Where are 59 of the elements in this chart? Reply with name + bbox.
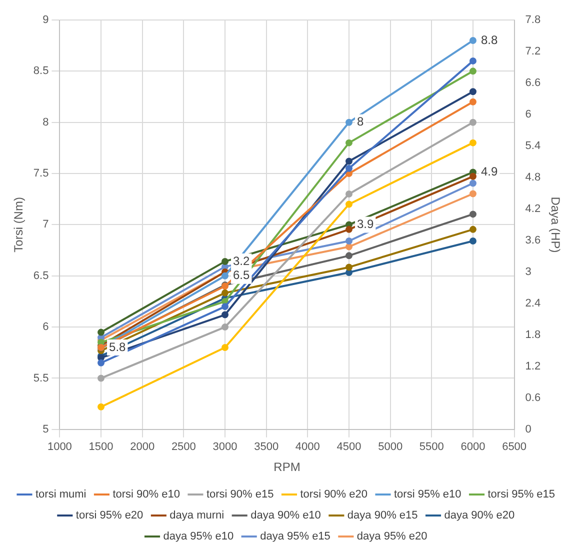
data-label: 3.9 xyxy=(356,217,374,232)
x-tick-label: 5000 xyxy=(378,441,403,454)
legend-label: torsi 95% e15 xyxy=(488,488,556,501)
y-tick-label: 5 xyxy=(42,423,49,436)
y2-tick-label: 0 xyxy=(525,423,532,436)
legend-label: torsi mumi xyxy=(35,488,86,501)
legend-label: daya 95% e15 xyxy=(260,530,330,543)
y2-tick-label: 3 xyxy=(525,266,532,278)
y2-tick-label: 3.6 xyxy=(525,234,541,246)
legend-label: torsi 90% e10 xyxy=(112,488,180,501)
data-label: 5.8 xyxy=(109,340,126,354)
legend-label: daya 90% e20 xyxy=(444,510,515,522)
x-tick-label: 5500 xyxy=(419,441,444,454)
legend-label: daya 95% e20 xyxy=(356,530,428,543)
x-tick-label: 1500 xyxy=(88,441,114,454)
data-label: 8.8 xyxy=(480,32,498,47)
legend-label: torsi 90% e15 xyxy=(206,488,274,501)
x-tick-label: 3000 xyxy=(212,441,238,454)
x-tick-label: 2000 xyxy=(130,441,155,454)
y2-tick-label: 7.2 xyxy=(525,46,541,58)
legend-label: torsi 90% e20 xyxy=(300,488,368,501)
x-axis-title: RPM xyxy=(274,460,300,474)
x-tick-label: 4000 xyxy=(295,441,320,454)
x-tick-label: 2500 xyxy=(171,441,196,454)
y2-tick-label: 4.2 xyxy=(525,202,541,215)
y-tick-label: 5.5 xyxy=(33,372,49,384)
y2-tick-label: 1.8 xyxy=(525,328,541,341)
y2-tick-label: 6.6 xyxy=(525,77,541,90)
x-tick-label: 6500 xyxy=(502,441,527,454)
y-tick-label: 7.5 xyxy=(33,168,49,180)
y-tick-label: 6 xyxy=(42,321,49,334)
y-tick-label: 8 xyxy=(42,116,49,128)
y2-tick-label: 6 xyxy=(525,108,532,121)
y2-tick-label: 7.8 xyxy=(525,14,541,26)
data-label: 4.9 xyxy=(480,164,498,179)
legend-label: torsi 95% e10 xyxy=(394,488,462,501)
y-tick-label: 8.5 xyxy=(33,65,49,78)
y-tick-label: 9 xyxy=(42,14,49,26)
legend-label: daya murni xyxy=(170,510,224,522)
y2-tick-label: 5.4 xyxy=(525,140,541,152)
legend-label: daya 95% e10 xyxy=(163,530,234,543)
y-tick-label: 7 xyxy=(42,218,49,231)
y2-axis-title: Daya (HP) xyxy=(548,196,562,253)
y2-tick-label: 1.2 xyxy=(525,360,541,372)
y-axis-title: Torsi (Nm) xyxy=(12,197,26,252)
data-label: 6.5 xyxy=(233,268,250,282)
y2-tick-label: 0.6 xyxy=(525,392,541,404)
legend-label: daya 90% e10 xyxy=(250,510,321,522)
y2-tick-label: 2.4 xyxy=(525,297,541,310)
data-label: 3.2 xyxy=(233,254,250,268)
y2-tick-label: 4.8 xyxy=(525,171,541,184)
x-tick-label: 6000 xyxy=(460,441,486,454)
data-label: 8 xyxy=(356,114,364,129)
y-tick-label: 6.5 xyxy=(33,270,49,282)
legend-label: daya 90% e15 xyxy=(347,510,418,522)
legend-label: torsi 95% e20 xyxy=(76,510,144,522)
x-tick-label: 3500 xyxy=(254,441,279,454)
x-tick-label: 1000 xyxy=(47,441,72,454)
x-tick-label: 4500 xyxy=(336,441,362,454)
